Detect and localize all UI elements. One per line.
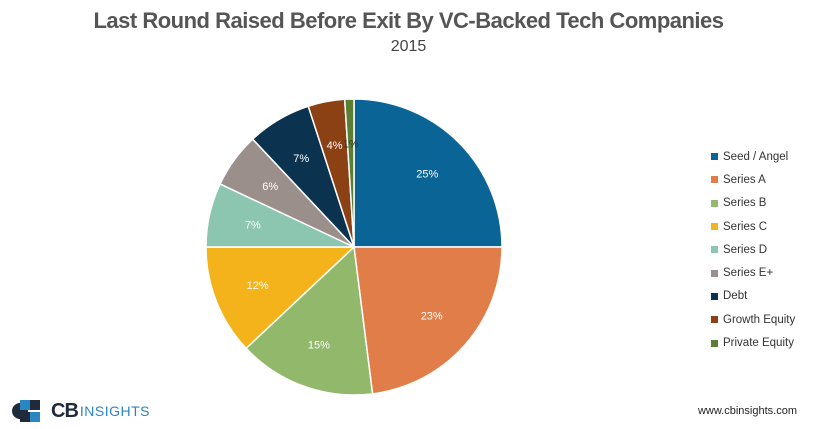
cb-logo-icon [12, 400, 40, 422]
data-label: 15% [308, 339, 330, 351]
data-label: 12% [247, 280, 269, 292]
footer-url: www.cbinsights.com [697, 405, 797, 417]
logo-insights-text: INSIGHTS [79, 403, 151, 419]
legend-label: Growth Equity [723, 313, 796, 326]
legend-item: Series A [711, 168, 816, 191]
legend-swatch [711, 292, 718, 300]
chart-legend: Seed / Angel Series A Series B Series C Seri… [711, 145, 816, 355]
pie-slice-seed-angel [353, 98, 503, 248]
pie-slice-series-b [245, 245, 374, 396]
legend-item: Series C [711, 215, 816, 238]
legend-label: Series C [723, 220, 768, 233]
legend-label: Series D [723, 243, 768, 256]
legend-swatch [711, 316, 718, 324]
legend-item: Series B [711, 192, 816, 215]
data-label: 7% [293, 153, 309, 165]
chart-subtitle: 2015 [390, 38, 427, 55]
legend-label: Series B [723, 197, 767, 210]
pie-slice-private-equity [343, 98, 355, 248]
pie-slice-series-a [353, 246, 503, 395]
data-label: 6% [262, 181, 278, 193]
legend-swatch [711, 153, 718, 161]
legend-swatch [711, 223, 718, 231]
logo-cb-text: CB [51, 399, 79, 422]
legend-swatch [711, 339, 718, 347]
data-label: 7% [245, 219, 261, 231]
legend-label: Series E+ [723, 267, 774, 280]
legend-swatch [711, 199, 718, 207]
legend-swatch [711, 269, 718, 277]
legend-item: Seed / Angel [711, 145, 816, 168]
legend-label: Private Equity [723, 337, 794, 350]
data-label: 1% [343, 138, 359, 150]
data-label: 25% [416, 169, 438, 181]
legend-swatch [711, 176, 718, 184]
legend-label: Series A [723, 173, 766, 186]
legend-item: Series D [711, 238, 816, 261]
legend-label: Debt [723, 290, 748, 303]
data-label: 4% [327, 140, 343, 152]
data-label: 23% [421, 311, 443, 323]
legend-item: Growth Equity [711, 308, 816, 331]
legend-item: Debt [711, 285, 816, 308]
legend-item: Private Equity [711, 331, 816, 354]
legend-label: Seed / Angel [723, 150, 789, 163]
pie-slice-series-c [205, 246, 356, 350]
chart-title: Last Round Raised Before Exit By VC-Back… [93, 8, 724, 33]
legend-swatch [711, 246, 718, 254]
cb-insights-logo: CB INSIGHTS [12, 399, 150, 423]
legend-item: Series E+ [711, 261, 816, 284]
